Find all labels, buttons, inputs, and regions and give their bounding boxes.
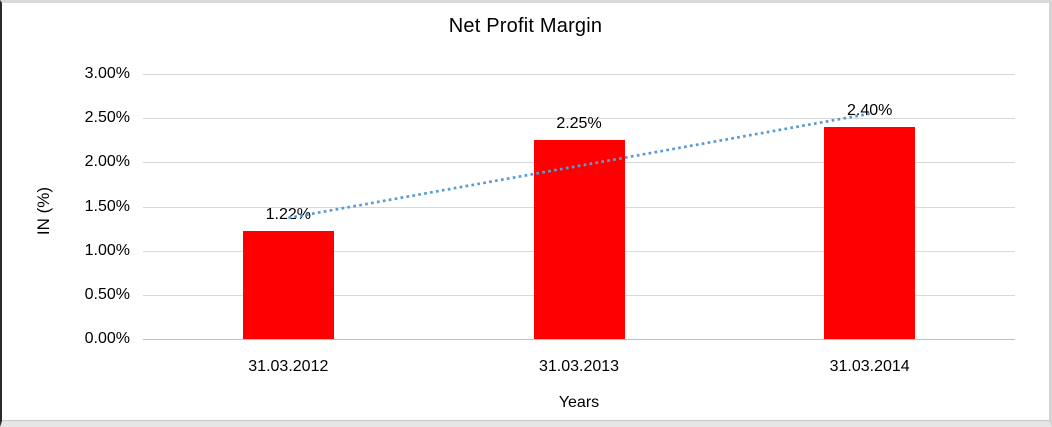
chart-title: Net Profit Margin [448,15,603,37]
x-axis-line [143,339,1015,340]
data-label: 2.25% [556,115,602,133]
bar [824,127,916,339]
y-tick-label: 3.00% [84,65,130,82]
y-tick-label: 2.00% [84,153,130,171]
y-tick-label: 1.50% [84,197,130,215]
plot-area: 1.22% 2.25% 2.40% [143,74,1015,340]
data-label: 2.40% [846,102,893,119]
frame-bottom-rule [2,420,1049,421]
x-tick-label: 31.03.2013 [538,358,620,375]
trendline [288,112,870,220]
gridline [143,118,1015,120]
y-tick-label: 1.00% [84,241,130,259]
x-tick-label: 31.03.2012 [248,358,329,375]
data-label: 1.22% [265,206,312,224]
bar [533,140,625,339]
y-tick-label: 0.00% [84,330,130,347]
y-tick-label: 2.50% [84,109,130,127]
y-tick-label: 0.50% [84,285,130,303]
gridline [143,74,1015,75]
x-tick-label: 31.03.2014 [829,358,910,375]
x-axis-title: Years [558,394,600,411]
bar [242,231,334,339]
